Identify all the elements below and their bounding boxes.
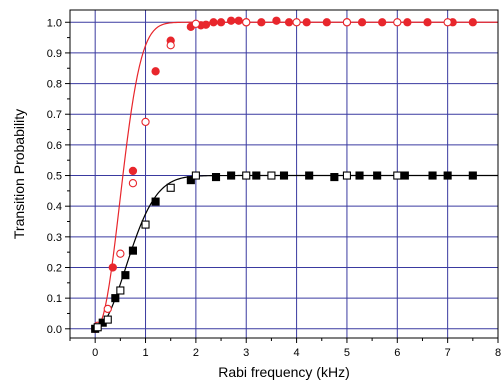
data-point (201, 20, 211, 29)
y-tick-label: 0.2 (47, 262, 62, 274)
data-point (216, 18, 226, 27)
y-tick-label: 0.6 (47, 140, 62, 152)
data-point (227, 171, 236, 180)
x-tick-label: 7 (445, 347, 451, 359)
data-point (393, 18, 402, 27)
data-point (305, 171, 314, 180)
tick-layer: 0 1 2 3 4 5 6 7 8 0.0 0.1 0.2 0.3 0.4 0.5 0.6 0.7 0.8 0.9 1… (47, 17, 501, 359)
data-point (141, 220, 150, 229)
x-tick-label: 0 (92, 347, 98, 359)
data-point (166, 183, 175, 192)
data-point (373, 171, 382, 180)
data-point (151, 197, 160, 206)
y-tick-label: 0.0 (47, 324, 62, 336)
data-point (428, 171, 437, 180)
grid-layer (70, 10, 499, 338)
data-point (355, 171, 364, 180)
data-point (191, 171, 200, 180)
data-point (128, 179, 138, 188)
x-tick-label: 5 (344, 347, 350, 359)
data-point (141, 117, 150, 127)
data-point (211, 173, 221, 182)
data-point (357, 18, 367, 27)
data-point (209, 18, 218, 27)
data-point (292, 18, 301, 27)
data-point (234, 16, 243, 25)
data-marker-layer (91, 16, 477, 333)
data-point (128, 246, 137, 255)
data-point (191, 19, 201, 28)
data-point (242, 18, 251, 27)
x-tick-label: 8 (495, 347, 501, 359)
x-tick-label: 1 (142, 347, 148, 359)
data-point (93, 323, 102, 332)
series-3 (93, 171, 402, 332)
data-point (272, 16, 281, 25)
y-tick-label: 0.3 (47, 232, 62, 244)
data-point (242, 171, 251, 180)
y-tick-label: 0.8 (47, 79, 62, 91)
data-point (186, 176, 195, 185)
y-axis-title: Transition Probability (11, 109, 27, 239)
data-point (267, 171, 276, 180)
data-point (284, 18, 294, 27)
data-point (393, 171, 402, 180)
data-point (103, 304, 112, 314)
y-tick-label: 1.0 (47, 17, 62, 29)
data-point (279, 171, 289, 180)
data-point (468, 18, 477, 27)
series-2 (91, 171, 477, 333)
data-point (342, 18, 352, 27)
data-point (103, 315, 112, 324)
data-point (322, 18, 331, 27)
data-point (443, 18, 452, 27)
x-axis-title: Rabi frequency (kHz) (218, 364, 350, 380)
x-tick-label: 4 (294, 347, 300, 359)
data-point (108, 263, 117, 272)
data-point (302, 18, 311, 27)
data-point (128, 166, 138, 176)
data-point (257, 18, 266, 27)
y-tick-label: 0.5 (47, 171, 62, 183)
plot-frame (69, 9, 499, 339)
x-tick-label: 2 (193, 347, 199, 359)
data-point (252, 171, 261, 180)
data-point (226, 16, 236, 25)
data-point (468, 171, 477, 180)
data-point (378, 18, 387, 27)
series-1 (93, 18, 452, 330)
data-point (403, 18, 412, 27)
data-point (116, 249, 125, 258)
data-point (111, 294, 120, 303)
data-point (342, 171, 351, 180)
y-tick-label: 0.9 (47, 48, 62, 60)
data-point (121, 271, 130, 280)
y-tick-label: 0.1 (47, 293, 62, 305)
data-point (166, 41, 175, 50)
y-tick-label: 0.7 (47, 109, 62, 121)
data-point (151, 67, 160, 76)
data-point (330, 173, 339, 182)
x-tick-label: 3 (243, 347, 249, 359)
data-point (443, 171, 452, 180)
data-point (116, 286, 125, 295)
data-point (400, 171, 409, 180)
data-point (423, 18, 432, 27)
y-tick-label: 0.4 (47, 201, 62, 213)
x-tick-label: 6 (394, 347, 400, 359)
